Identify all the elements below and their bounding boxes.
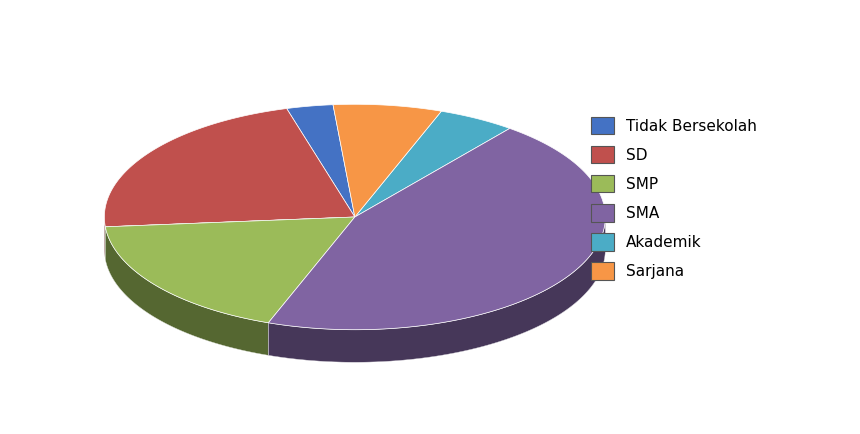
Polygon shape bbox=[105, 227, 268, 355]
Polygon shape bbox=[105, 217, 355, 260]
Polygon shape bbox=[104, 217, 105, 260]
Polygon shape bbox=[355, 111, 510, 217]
Polygon shape bbox=[286, 105, 355, 217]
Legend: Tidak Bersekolah, SD, SMP, SMA, Akademik, Sarjana: Tidak Bersekolah, SD, SMP, SMA, Akademik… bbox=[591, 117, 757, 280]
Polygon shape bbox=[268, 128, 605, 330]
Polygon shape bbox=[268, 217, 355, 355]
Polygon shape bbox=[105, 217, 355, 323]
Polygon shape bbox=[268, 217, 605, 362]
Polygon shape bbox=[268, 217, 605, 362]
Polygon shape bbox=[105, 217, 355, 260]
Polygon shape bbox=[268, 217, 355, 355]
Polygon shape bbox=[333, 104, 441, 217]
Polygon shape bbox=[104, 108, 355, 227]
Polygon shape bbox=[105, 227, 268, 355]
